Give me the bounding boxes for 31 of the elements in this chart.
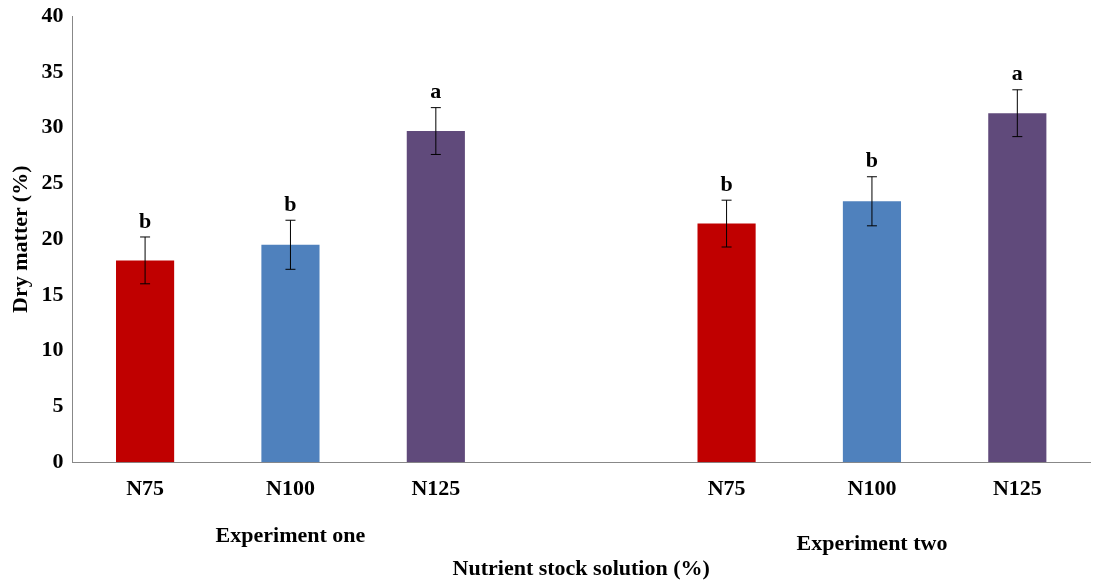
data-label: a	[1011, 60, 1023, 86]
x-tick-label: N100	[266, 475, 315, 501]
y-tick-label: 10	[41, 336, 64, 362]
x-tick-label: N75	[707, 475, 746, 501]
y-axis-title: Dry matter (%)	[6, 165, 32, 313]
bar	[988, 113, 1047, 463]
bar	[406, 131, 465, 463]
bar	[261, 244, 320, 463]
text: Experiment one	[215, 521, 366, 547]
data-label: b	[720, 170, 733, 196]
y-tick-label: 40	[41, 1, 64, 27]
x-axis-title: Nutrient stock solution (%)	[452, 555, 710, 581]
bar	[697, 223, 756, 463]
x-tick-label: N100	[847, 475, 897, 501]
bar	[842, 201, 902, 463]
data-label: b	[865, 147, 879, 173]
y-tick-label: 35	[41, 57, 64, 83]
data-label: a	[430, 78, 442, 104]
y-tick-label: 0	[52, 447, 64, 473]
y-tick-label: 30	[41, 113, 64, 139]
y-tick-label: 15	[41, 280, 64, 306]
bar	[116, 260, 175, 463]
data-label: b	[138, 207, 152, 233]
y-tick-label: 25	[41, 169, 64, 195]
x-tick-label: N125	[411, 475, 461, 501]
data-label: b	[284, 190, 297, 216]
x-tick-label: N125	[992, 475, 1042, 501]
y-tick-label: 20	[41, 224, 64, 250]
text: Experiment two	[796, 529, 948, 555]
y-tick-label: 5	[52, 392, 64, 418]
x-tick-label: N75	[126, 475, 165, 501]
